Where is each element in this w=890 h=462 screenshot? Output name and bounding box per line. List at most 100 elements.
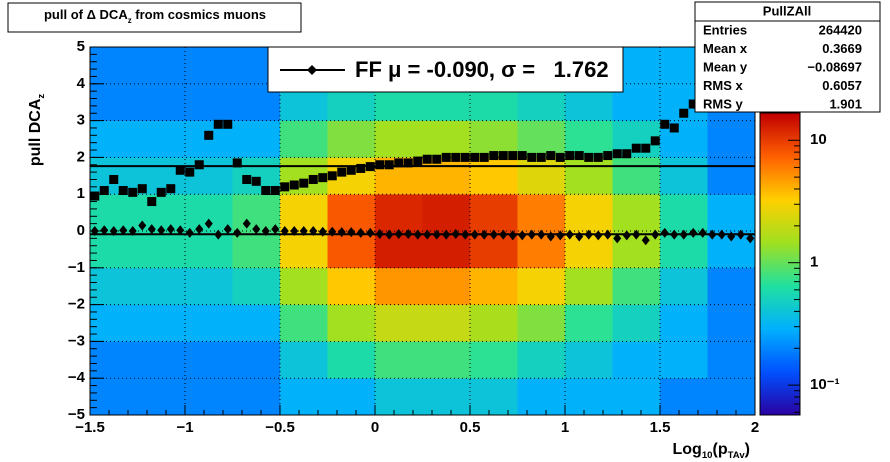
colorbar-slice [760,148,800,152]
colorbar-slice [760,339,800,343]
x-axis-title: Log10(pTAv) [673,441,751,460]
heat-cell [185,378,233,415]
heat-cell [90,47,138,85]
stats-value: 0.3669 [822,41,862,56]
colorbar-slice [760,228,800,232]
colorbar-slice [760,168,800,172]
colorbar-slice [760,271,800,275]
heat-cell [375,194,423,232]
stats-name: PullZAll [763,3,811,18]
colorbar-slice [760,397,800,401]
colorbar-slice [760,394,800,398]
heat-cell [707,194,755,232]
colorbar-slice [760,412,800,416]
mean-point [584,229,593,240]
mean-point [594,230,603,241]
mean-point [670,229,679,240]
sigma-point [185,167,195,177]
sigma-point [261,186,271,196]
sigma-point [527,152,537,162]
colorbar-slice [760,198,800,202]
mean-point [157,225,166,236]
y-tick-label: 5 [77,38,85,55]
sigma-point [498,151,508,161]
colorbar-slice [760,264,800,268]
mean-point [347,227,356,238]
colorbar-slice [760,118,800,122]
colorbar-slice [760,241,800,245]
heat-cell [707,120,755,158]
mean-point [204,218,213,229]
heat-cell [517,194,566,232]
sigma-point [441,152,451,162]
colorbar-slice [760,404,800,408]
mean-point [280,226,289,236]
heat-cell [327,304,376,342]
colorbar-slice [760,354,800,358]
heat-cell [185,47,233,85]
heat-cell [137,83,186,121]
heat-cell [422,341,471,379]
colorbar-slice [760,133,800,137]
sigma-point [308,174,318,184]
colorbar-slice [760,170,800,174]
heat-cell [232,341,281,379]
colorbar-slice [760,138,800,142]
sigma-point [650,136,660,146]
sigma-point [251,176,261,186]
heat-cell [280,341,328,379]
mean-point [271,224,280,235]
sigma-point [299,178,309,188]
mean-point [575,231,584,242]
colorbar-slice [760,238,800,242]
sigma-point [413,156,423,166]
mean-point [565,229,574,240]
colorbar-slice [760,286,800,290]
colorbar-slice [760,266,800,270]
x-tick-label: 0.5 [460,419,481,436]
mean-point [689,227,698,238]
heat-cell [280,267,328,305]
subscript: TAv [728,450,746,461]
y-tick-label: −3 [68,332,85,349]
colorbar-slice [760,246,800,250]
colorbar-slice [760,367,800,371]
sigma-point [384,160,394,170]
mean-point [290,226,299,236]
sigma-point [242,174,252,184]
sigma-point [641,143,651,153]
colorbar-slice [760,251,800,255]
colorbar-slice [760,236,800,240]
sigma-point [422,154,432,164]
colorbar-slice [760,336,800,340]
heat-cell [470,267,518,305]
x-tick-label: 0 [371,419,379,436]
sigma-point [375,160,385,170]
heat-cell [232,304,281,342]
heat-cell [660,341,708,379]
colorbar-slice [760,130,800,134]
heat-cell [375,378,423,415]
heat-cell [90,120,138,158]
colorbar-slice [760,201,800,205]
heat-cell [660,194,708,232]
y-tick-label: 1 [77,185,85,202]
colorbar-slice [760,233,800,237]
sigma-point [555,152,565,162]
colorbar-slice [760,372,800,376]
y-tick-label: −5 [68,406,85,423]
sigma-point [622,149,632,159]
sigma-point [536,152,546,162]
stats-label: Mean x [703,41,748,56]
title-box [7,2,302,33]
colorbar-slice [760,342,800,346]
sigma-point [631,143,641,153]
heat-cell [185,267,233,305]
legend-text: FF μ = [355,57,427,82]
colorbar-slice [760,294,800,298]
colorbar-slice [760,208,800,212]
heat-cell [612,341,661,379]
y-tick-label: 4 [77,75,86,92]
sigma-point [147,197,157,207]
mean-point [356,227,365,238]
